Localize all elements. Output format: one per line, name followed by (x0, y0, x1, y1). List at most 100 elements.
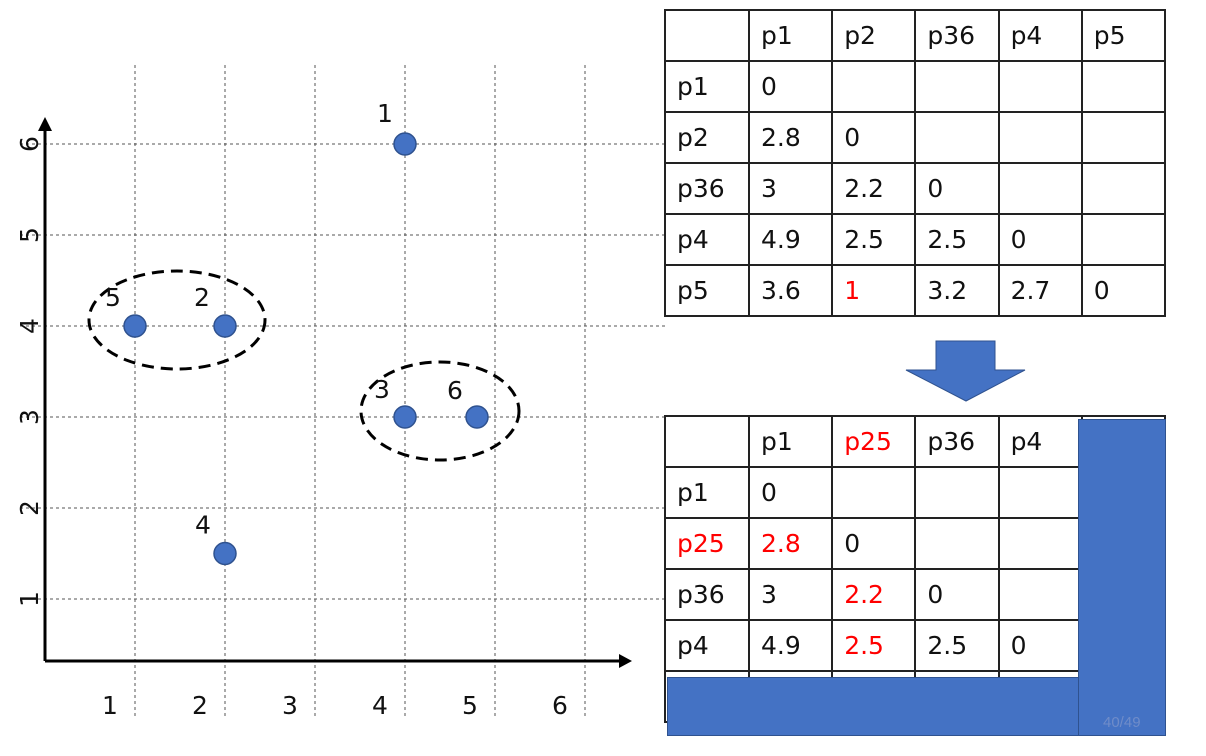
data-point-3 (393, 405, 417, 429)
matrix-cell (914, 111, 1000, 164)
column-header: p4 (997, 9, 1083, 62)
scatter-plot: 1 2 3 4 5 6 1 2 3 4 5 6 1 2 3 4 5 6 (15, 65, 665, 720)
column-header: p1 (747, 415, 834, 468)
y-axis-arrowhead (38, 117, 52, 131)
grid-lines (20, 65, 665, 718)
row-label: p1 (664, 60, 750, 113)
row-label: p4 (664, 213, 750, 266)
matrix-cell: 0 (831, 111, 917, 164)
matrix-cell (997, 466, 1083, 519)
matrix-cell (831, 60, 917, 113)
data-point-2 (213, 314, 237, 338)
matrix-cell: 3.2 (914, 264, 1000, 317)
matrix-cell (1080, 162, 1167, 215)
column-header: p25 (831, 415, 917, 468)
matrix-cell: 2.2 (831, 162, 917, 215)
column-header: p36 (914, 415, 1000, 468)
matrix-cell: 2.5 (831, 619, 917, 672)
down-arrow-icon (905, 340, 1026, 402)
matrix-cell (914, 517, 1000, 570)
matrix-cell: 0 (747, 466, 834, 519)
matrix-cell: 3 (747, 162, 834, 215)
data-point-5 (123, 314, 147, 338)
matrix-cell (997, 162, 1083, 215)
row-label: p36 (664, 568, 750, 621)
matrix-row: p4 4.9 2.5 2.5 0 (664, 619, 1167, 672)
y-tick-label: 6 (15, 136, 44, 152)
column-header (664, 415, 750, 468)
matrix-row: p5 3.6 1 3.2 2.7 0 (664, 264, 1167, 317)
matrix-cell: 0 (747, 60, 834, 113)
x-tick-label: 3 (282, 691, 298, 720)
matrix-cell: 4.9 (747, 619, 834, 672)
matrix-cell: 1 (831, 264, 917, 317)
data-point-1 (393, 132, 417, 156)
overlay-block-right (1078, 419, 1166, 736)
row-label: p2 (664, 111, 750, 164)
cluster-ellipse-3-6 (359, 360, 521, 462)
overlay-block-bottom (667, 677, 1079, 736)
matrix-cell (1080, 213, 1167, 266)
matrix-row: p2 2.8 0 (664, 111, 1167, 164)
column-header: p1 (747, 9, 834, 62)
row-label: p5 (664, 264, 750, 317)
point-label-5: 5 (105, 283, 121, 312)
matrix-cell (997, 111, 1083, 164)
x-tick-label: 4 (372, 691, 388, 720)
x-tick-label: 2 (192, 691, 208, 720)
matrix-cell: 2.5 (914, 619, 1000, 672)
header-row: p1 p2 p36 p4 p5 (664, 9, 1167, 62)
data-point-4 (213, 541, 237, 566)
matrix-cell: 0 (1080, 264, 1167, 317)
matrix-cell (997, 568, 1083, 621)
matrix-cell (997, 60, 1083, 113)
y-tick-label: 2 (15, 500, 44, 516)
matrix-cell: 2.8 (747, 111, 834, 164)
x-tick-labels: 1 2 3 4 5 6 (102, 691, 568, 720)
point-label-3: 3 (374, 375, 390, 404)
matrix-cell: 2.8 (747, 517, 834, 570)
column-header (664, 9, 750, 62)
matrix-cell (914, 466, 1000, 519)
point-label-2: 2 (194, 283, 210, 312)
point-label-4: 4 (195, 511, 211, 540)
matrix-cell: 2.5 (831, 213, 917, 266)
matrix-cell: 0 (914, 568, 1000, 621)
row-label: p4 (664, 619, 750, 672)
column-header: p5 (1080, 9, 1167, 62)
matrix-cell: 3 (747, 568, 834, 621)
matrix-cell: 4.9 (747, 213, 834, 266)
matrix-cell: 0 (997, 213, 1083, 266)
x-tick-label: 6 (552, 691, 568, 720)
row-label: p25 (664, 517, 750, 570)
x-tick-label: 1 (102, 691, 118, 720)
matrix-row: p1 0 (664, 60, 1167, 113)
data-point-6 (465, 405, 489, 429)
row-label: p36 (664, 162, 750, 215)
matrix-cell: 2.5 (914, 213, 1000, 266)
matrix-row: p4 4.9 2.5 2.5 0 (664, 213, 1167, 266)
matrix-cell (831, 466, 917, 519)
y-tick-label: 1 (15, 591, 44, 607)
y-tick-label: 5 (15, 227, 44, 243)
point-label-6: 6 (447, 376, 463, 405)
matrix-cell: 2.7 (997, 264, 1083, 317)
matrix-cell (997, 517, 1083, 570)
matrix-cell: 3.6 (747, 264, 834, 317)
row-label: p1 (664, 466, 750, 519)
matrix-row: p36 3 2.2 0 (664, 162, 1167, 215)
matrix-cell: 0 (914, 162, 1000, 215)
distance-matrix-before: p1 p2 p36 p4 p5 p1 0 p2 2.8 0 p36 3 2.2 0 p4 4.9 2.5 2.5 0… (664, 9, 1167, 317)
matrix-cell (914, 60, 1000, 113)
matrix-cell (1080, 60, 1167, 113)
y-tick-label: 3 (15, 409, 44, 425)
x-axis-arrowhead (619, 654, 632, 668)
x-tick-label: 5 (462, 691, 478, 720)
matrix-cell: 0 (831, 517, 917, 570)
page-number: 40/49 (1103, 714, 1141, 731)
cluster-ellipse-2-5 (87, 269, 267, 371)
column-header: p4 (997, 415, 1083, 468)
data-points: 1 2 3 4 5 6 (105, 99, 489, 566)
y-tick-label: 4 (15, 318, 44, 334)
y-tick-labels: 1 2 3 4 5 6 (15, 136, 44, 607)
